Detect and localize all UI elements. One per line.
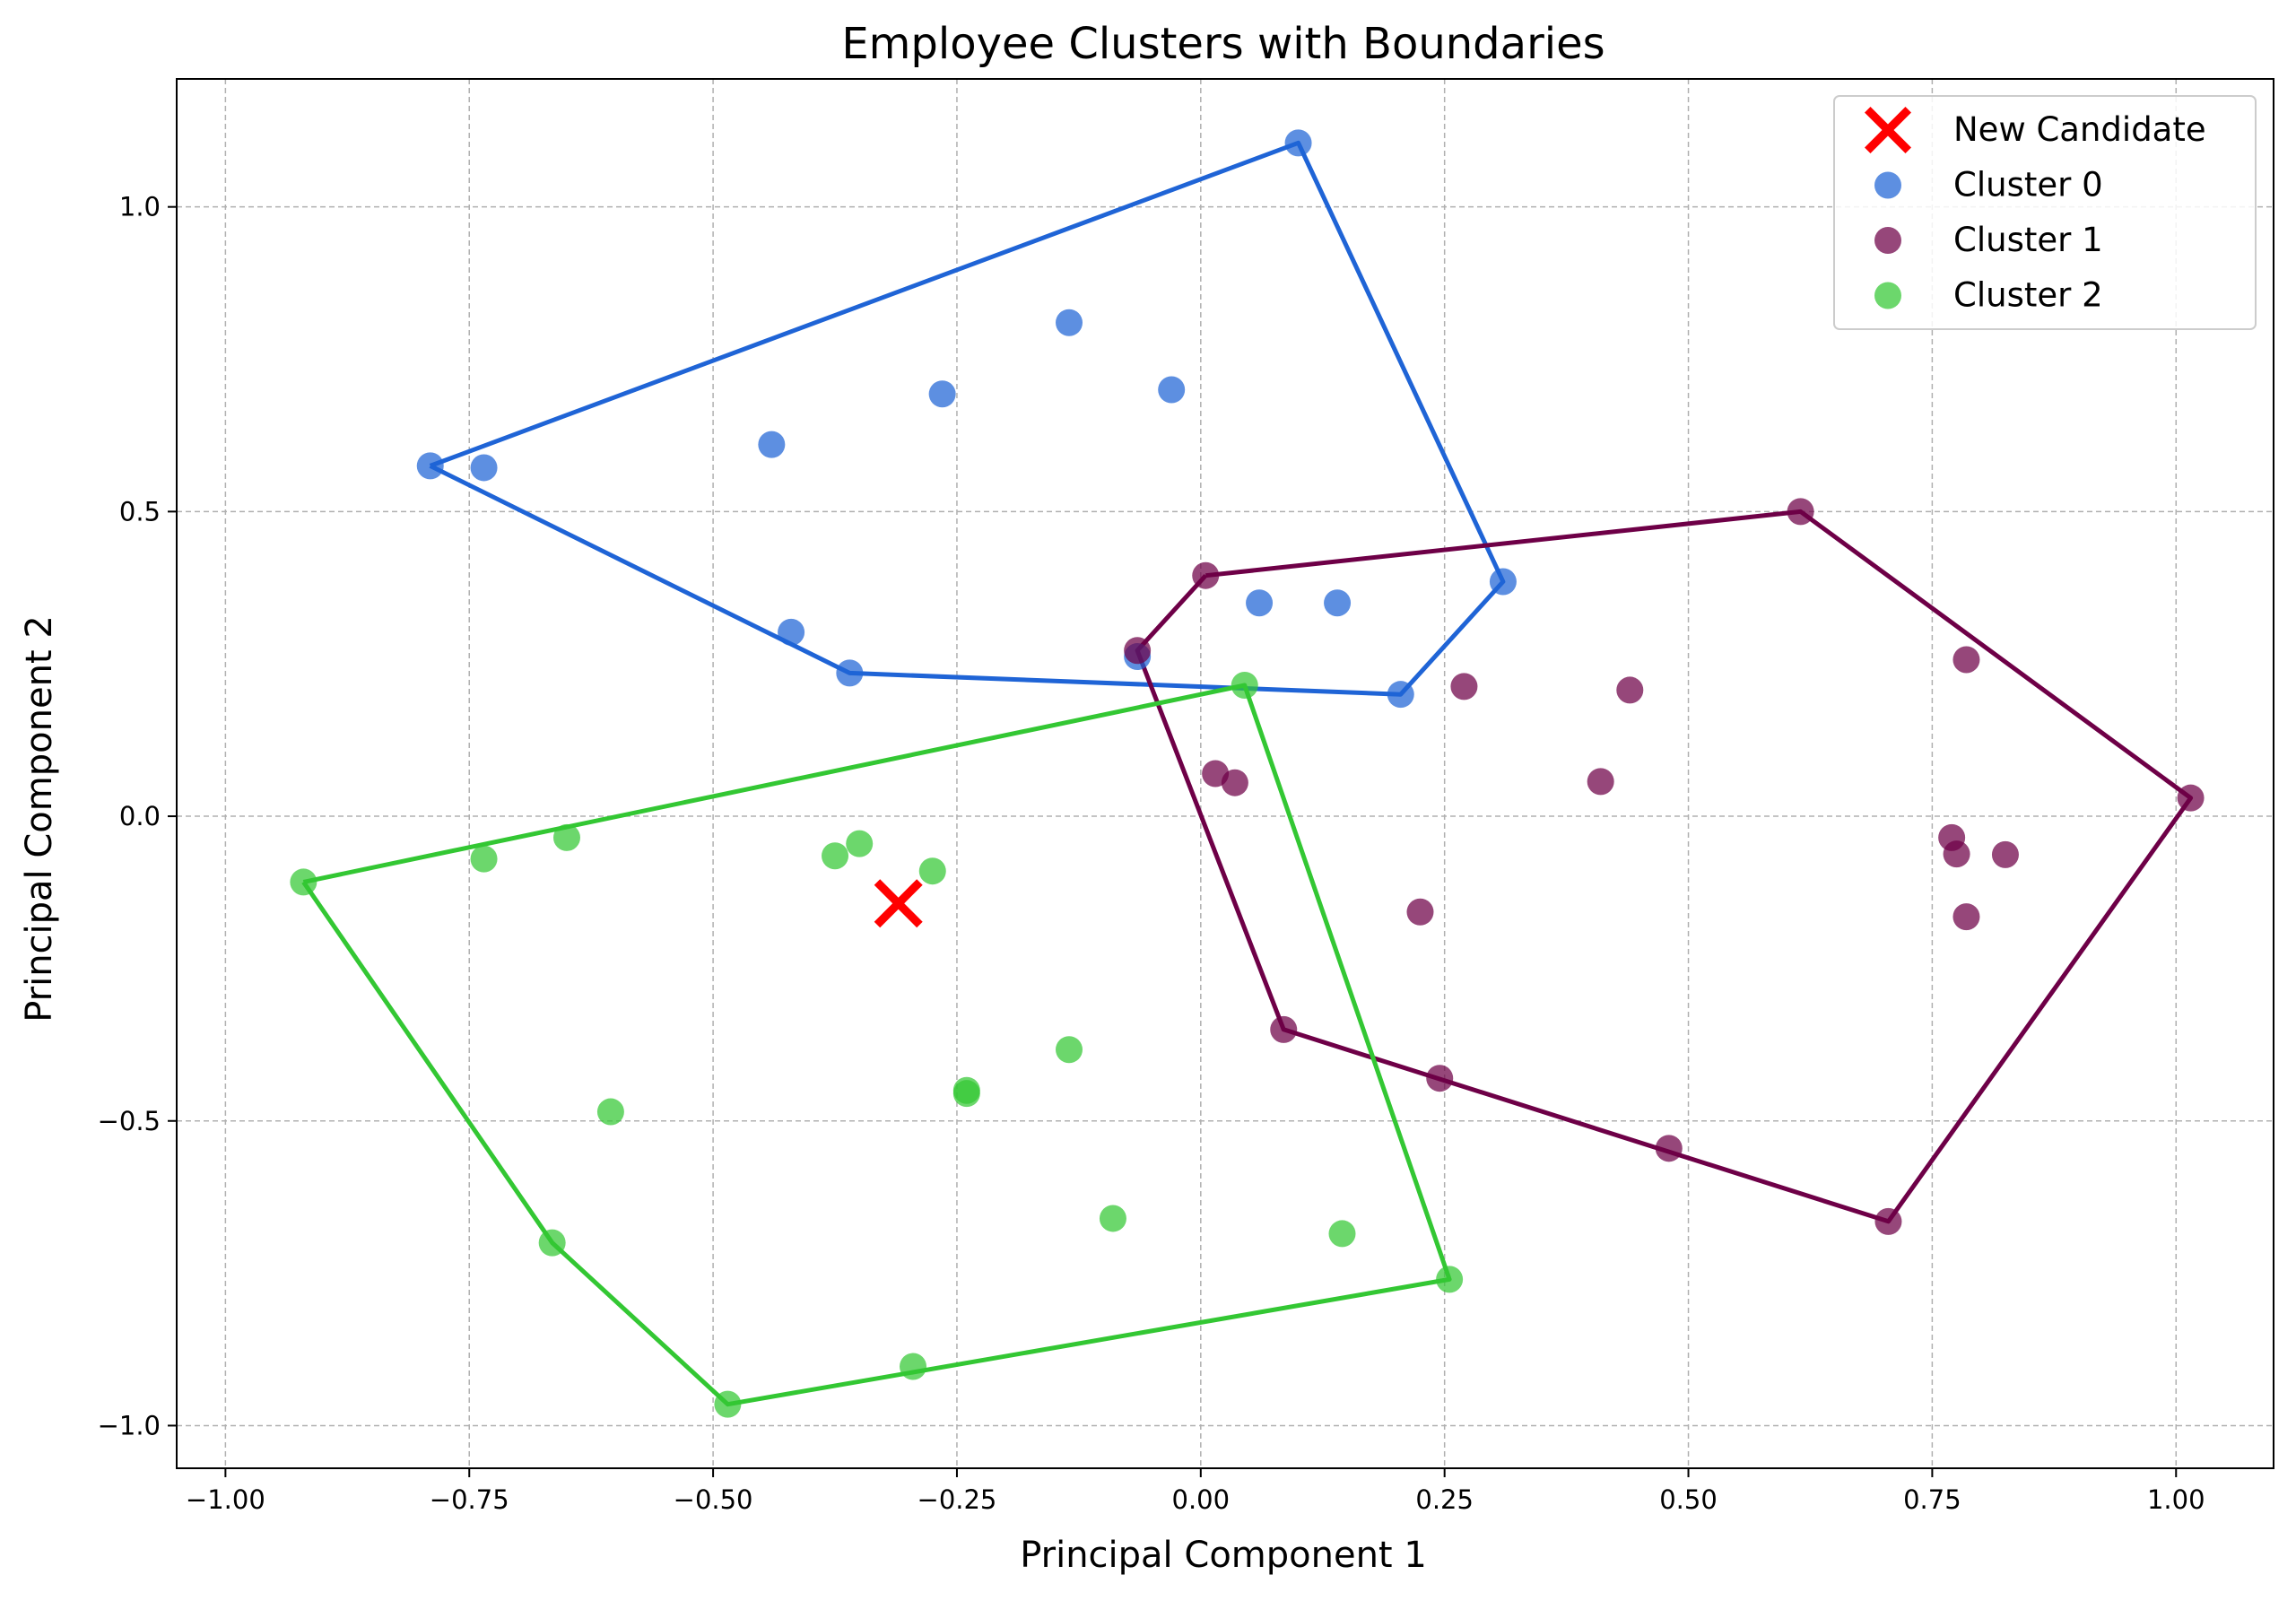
cluster-2-point: [900, 1353, 927, 1380]
cluster-2-point: [846, 830, 874, 857]
x-tick-label: −0.25: [918, 1484, 997, 1515]
cluster-0-point: [470, 454, 498, 482]
legend-box: [1833, 95, 2257, 330]
cluster-1-point: [1406, 898, 1434, 926]
cluster-0-point: [1324, 589, 1352, 617]
legend-label: Cluster 2: [1953, 276, 2103, 315]
cluster-1-point: [1952, 646, 1980, 674]
cluster-2-point: [918, 857, 946, 885]
y-axis-label: Principal Component 2: [19, 615, 60, 1022]
legend-cluster-icon: [1874, 171, 1901, 199]
cluster-2-point: [552, 823, 580, 851]
cluster-0-point: [1284, 129, 1312, 157]
new-candidate-marker: [874, 879, 923, 928]
cluster-1-point: [1952, 903, 1980, 931]
legend-cluster-icon: [1874, 227, 1901, 254]
x-tick-label: 0.50: [1659, 1484, 1718, 1515]
cluster-2-point: [538, 1229, 566, 1257]
cluster-2-point: [714, 1390, 742, 1418]
cluster-1-point: [1655, 1135, 1683, 1162]
cluster-1-point: [1426, 1065, 1454, 1092]
legend-new-candidate-icon: [1865, 107, 1911, 153]
cluster-2-boundary: [301, 683, 1452, 1407]
legend-cluster-icon: [1874, 282, 1901, 309]
y-tick-label: 0.0: [119, 801, 161, 831]
cluster-2-point: [1436, 1266, 1464, 1293]
cluster-2-point: [1099, 1205, 1126, 1232]
legend-label: Cluster 0: [1953, 166, 2103, 204]
y-tick-label: 0.5: [119, 496, 161, 526]
cluster-2-point: [596, 1098, 624, 1126]
cluster-1-point: [2177, 784, 2205, 812]
chart-title: Employee Clusters with Boundaries: [841, 19, 1605, 69]
grid-lines: [177, 79, 2274, 1468]
cluster-1-point: [1991, 840, 2019, 868]
cluster-1-point: [1787, 498, 1814, 526]
cluster-2-point: [1328, 1220, 1356, 1248]
cluster-0-point: [1387, 681, 1414, 709]
legend-label: New Candidate: [1953, 110, 2206, 149]
cluster-0-point: [758, 431, 786, 458]
cluster-1-point: [1221, 769, 1248, 796]
plot-frame: [176, 78, 2274, 1469]
x-tick-label: 0.00: [1172, 1484, 1231, 1515]
x-axis-label: Principal Component 1: [1020, 1535, 1427, 1576]
cluster-0-point: [1158, 376, 1186, 404]
cluster-0-point: [1246, 589, 1274, 617]
x-tick-label: −0.50: [674, 1484, 753, 1515]
cluster-0-point: [928, 380, 956, 408]
x-tick-label: 0.75: [1903, 1484, 1961, 1515]
legend-label: Cluster 1: [1953, 221, 2103, 259]
cluster-1-point: [1270, 1015, 1298, 1043]
y-tick-label: −0.5: [98, 1106, 161, 1136]
cluster-1-point: [1874, 1207, 1902, 1235]
x-tick-label: 1.00: [2147, 1484, 2205, 1515]
cluster-0-point: [416, 452, 444, 480]
cluster-2-point: [822, 842, 849, 870]
legend: New Candidate Cluster 0 Cluster 1 Cluster 2: [1833, 95, 2257, 330]
x-tick-label: 0.25: [1415, 1484, 1474, 1515]
x-tick-label: −1.00: [186, 1484, 265, 1515]
cluster-0-point: [778, 618, 805, 646]
x-tick-label: −0.75: [430, 1484, 509, 1515]
cluster-1-point: [1616, 676, 1644, 704]
cluster-1-point: [1192, 561, 1220, 589]
data-points: [290, 129, 2205, 1418]
cluster-0-point: [836, 659, 864, 687]
cluster-0-point: [1056, 309, 1083, 336]
axes: −1.00 −0.75 −0.50 −0.25 0.00 0.25 0.50 0.75 1.00…: [98, 192, 2205, 1515]
cluster-2-point: [470, 845, 498, 873]
y-tick-label: −1.0: [98, 1410, 161, 1440]
highlight-marker-layer: [874, 879, 923, 928]
cluster-1-point: [1943, 840, 1970, 868]
y-tick-label: 1.0: [119, 192, 161, 222]
cluster-2-point: [1231, 671, 1258, 699]
cluster-1-point: [1124, 637, 1152, 665]
cluster-2-point: [290, 868, 317, 896]
cluster-1-point: [1450, 673, 1478, 700]
cluster-1-point: [1587, 768, 1614, 796]
cluster-2-point: [952, 1080, 980, 1108]
cluster-0-point: [1489, 568, 1517, 596]
cluster-2-point: [1056, 1036, 1083, 1064]
